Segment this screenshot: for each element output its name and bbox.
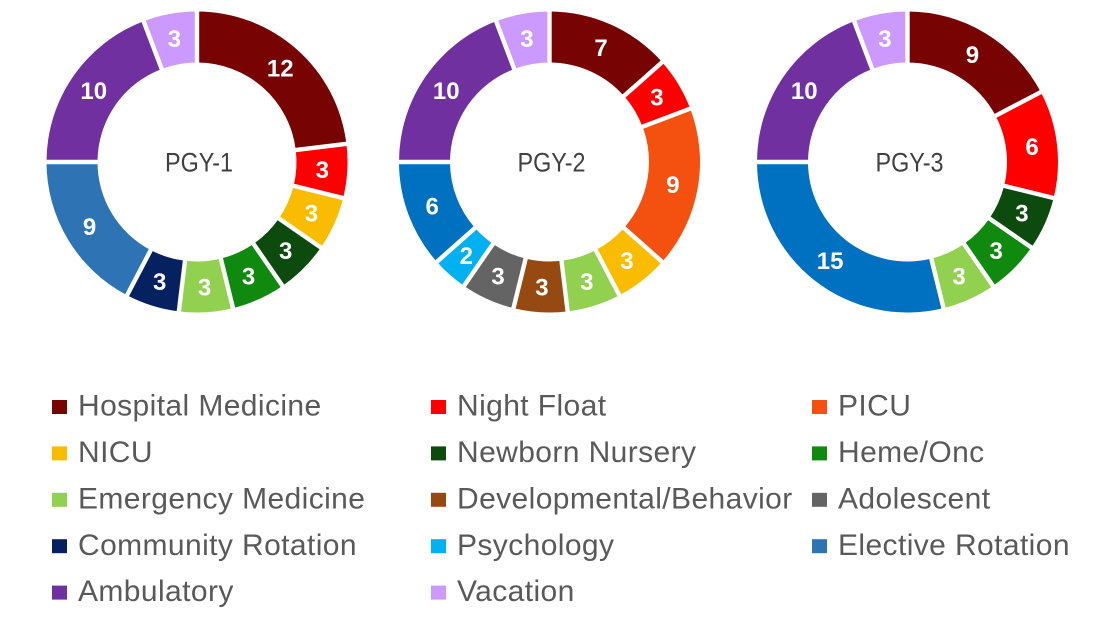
- svg-text:3: 3: [580, 269, 593, 296]
- svg-text:3: 3: [242, 264, 255, 291]
- svg-text:Heme/Onc: Heme/Onc: [838, 436, 985, 469]
- svg-text:3: 3: [168, 26, 181, 53]
- svg-text:2: 2: [460, 243, 473, 270]
- svg-text:3: 3: [650, 84, 663, 111]
- svg-text:3: 3: [279, 238, 292, 265]
- svg-text:3: 3: [520, 26, 533, 53]
- svg-text:3: 3: [952, 264, 965, 291]
- svg-text:Elective Rotation: Elective Rotation: [838, 529, 1070, 562]
- svg-text:9: 9: [83, 214, 96, 241]
- svg-text:3: 3: [1015, 201, 1028, 228]
- svg-text:10: 10: [80, 78, 107, 105]
- svg-text:3: 3: [990, 238, 1003, 265]
- svg-text:3: 3: [620, 248, 633, 275]
- svg-text:PGY-2: PGY-2: [518, 148, 586, 178]
- svg-text:3: 3: [491, 264, 504, 291]
- svg-text:3: 3: [878, 26, 891, 53]
- svg-text:3: 3: [305, 201, 318, 228]
- svg-text:3: 3: [316, 157, 329, 184]
- svg-text:Hospital Medicine: Hospital Medicine: [78, 390, 322, 423]
- svg-text:Adolescent: Adolescent: [838, 482, 991, 515]
- svg-text:10: 10: [433, 78, 460, 105]
- svg-text:Night Float: Night Float: [457, 390, 607, 423]
- svg-text:NICU: NICU: [78, 436, 153, 469]
- svg-text:7: 7: [594, 35, 607, 62]
- svg-text:PICU: PICU: [838, 390, 911, 423]
- svg-text:3: 3: [535, 275, 548, 302]
- svg-text:12: 12: [267, 55, 294, 82]
- svg-text:PGY-1: PGY-1: [165, 148, 233, 178]
- svg-text:3: 3: [153, 269, 166, 296]
- svg-text:10: 10: [791, 78, 818, 105]
- svg-text:6: 6: [426, 194, 439, 221]
- svg-text:Ambulatory: Ambulatory: [78, 575, 234, 608]
- svg-text:9: 9: [966, 42, 979, 69]
- svg-text:6: 6: [1025, 134, 1038, 161]
- svg-text:Emergency Medicine: Emergency Medicine: [78, 482, 365, 515]
- svg-text:Vacation: Vacation: [457, 575, 575, 608]
- svg-text:15: 15: [817, 248, 844, 275]
- svg-text:Developmental/Behavior: Developmental/Behavior: [457, 482, 793, 515]
- svg-text:PGY-3: PGY-3: [876, 148, 944, 178]
- svg-text:Community Rotation: Community Rotation: [78, 529, 357, 562]
- svg-text:9: 9: [666, 172, 679, 199]
- svg-text:Psychology: Psychology: [457, 529, 614, 562]
- svg-text:Newborn Nursery: Newborn Nursery: [457, 436, 696, 469]
- svg-text:3: 3: [198, 275, 211, 302]
